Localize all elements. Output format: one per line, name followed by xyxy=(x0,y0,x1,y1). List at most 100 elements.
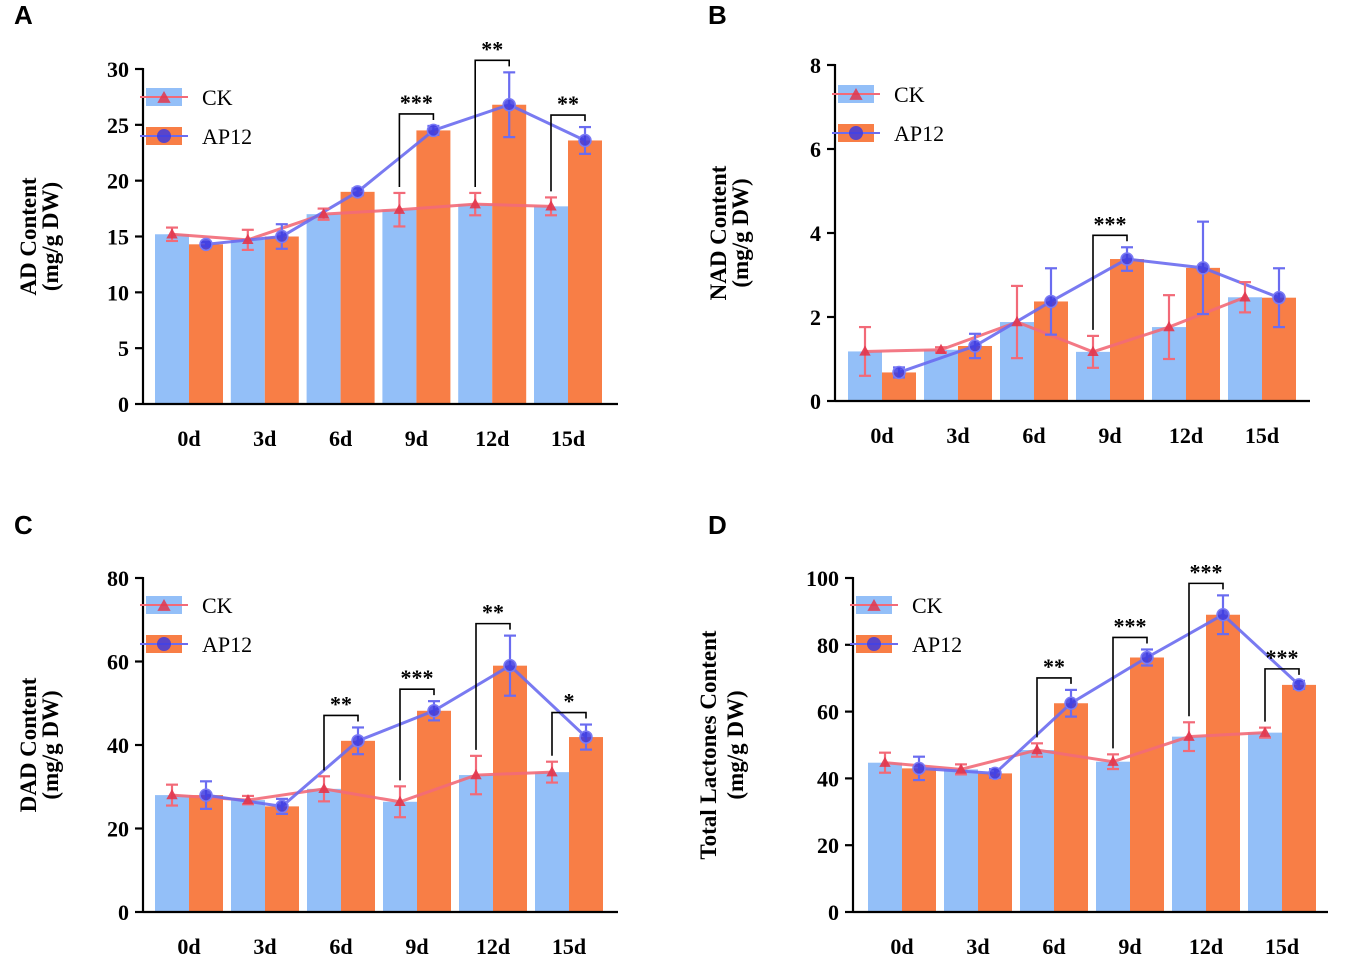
significance-bracket-6d xyxy=(1036,677,1072,738)
bar-ap12-12d xyxy=(1206,614,1240,912)
y-tick-label: 0 xyxy=(810,389,821,414)
marker-ck-6d xyxy=(1031,744,1043,755)
y-tick-label: 30 xyxy=(107,57,129,82)
significance-bracket-9d xyxy=(1092,234,1128,330)
marker-ap12-15d xyxy=(1292,678,1306,692)
marker-ck-0d xyxy=(879,756,891,767)
bar-ap12-0d xyxy=(902,768,936,912)
bar-ck-3d xyxy=(231,800,265,912)
legend-label-ck: CK xyxy=(912,593,943,618)
panel-label: C xyxy=(14,510,33,540)
bar-ck-9d xyxy=(383,801,417,912)
y-axis-label-units: (mg/g DW) xyxy=(723,690,748,799)
significance-label: *** xyxy=(1094,211,1127,236)
marker-ap12-3d xyxy=(988,766,1002,781)
legend-label-ap12: AP12 xyxy=(202,124,252,149)
significance-label: *** xyxy=(1266,645,1299,670)
legend-label-ck: CK xyxy=(202,85,233,110)
y-axis-label-units: (mg/g DW) xyxy=(38,182,63,291)
bar-ap12-9d xyxy=(1110,259,1144,401)
bar-ck-6d xyxy=(307,788,341,912)
y-tick-label: 5 xyxy=(118,336,129,361)
bar-ck-15d xyxy=(1228,297,1262,401)
marker-ap12-0d xyxy=(912,761,926,776)
y-axis-label: Total Lactones Content xyxy=(696,630,721,859)
marker-ck-0d xyxy=(166,228,178,239)
x-tick-label: 6d xyxy=(1022,423,1045,448)
y-axis-label: AD Content xyxy=(16,177,41,296)
bar-ck-3d xyxy=(230,239,265,404)
x-tick-label: 15d xyxy=(551,426,585,451)
bar-ck-0d xyxy=(868,762,902,912)
line-ap12 xyxy=(898,257,1280,374)
bar-ap12-0d xyxy=(189,244,223,404)
bar-ck-6d xyxy=(306,214,341,404)
legend-marker-ap12 xyxy=(157,129,171,143)
legend-label-ck: CK xyxy=(894,82,925,107)
marker-ap12-12d xyxy=(503,658,517,673)
significance-bracket-9d xyxy=(399,688,435,781)
panel-label: D xyxy=(708,510,727,540)
marker-ck-0d xyxy=(859,345,871,356)
legend-marker-ck xyxy=(867,599,881,611)
x-tick-label: 3d xyxy=(966,934,989,955)
significance-label: ** xyxy=(330,691,352,716)
panel-label: A xyxy=(14,0,33,30)
marker-ck-12d xyxy=(1163,321,1175,332)
marker-ap12-9d xyxy=(427,704,441,718)
marker-ap12-0d xyxy=(199,788,213,802)
legend-marker-ck xyxy=(157,599,171,611)
marker-ap12-9d xyxy=(426,123,441,138)
bar-ck-12d xyxy=(458,204,493,404)
marker-ap12-12d xyxy=(502,97,516,112)
marker-ck-12d xyxy=(469,198,481,209)
marker-ap12-3d xyxy=(968,339,982,353)
marker-ck-3d xyxy=(242,233,254,245)
bar-ap12-0d xyxy=(189,795,223,912)
x-tick-label: 6d xyxy=(329,426,352,451)
x-tick-label: 12d xyxy=(1169,423,1203,448)
marker-ap12-9d xyxy=(1140,650,1154,665)
y-axis-label: NAD Content xyxy=(706,165,731,300)
y-tick-label: 20 xyxy=(107,169,129,194)
significance-label: *** xyxy=(401,665,434,690)
marker-ap12-6d xyxy=(1064,696,1078,710)
marker-ap12-6d xyxy=(350,185,365,199)
marker-ck-6d xyxy=(1011,316,1023,327)
y-tick-label: 100 xyxy=(806,566,839,591)
marker-ck-9d xyxy=(1107,755,1119,766)
x-tick-label: 3d xyxy=(253,426,276,451)
x-tick-label: 0d xyxy=(177,426,200,451)
marker-ck-12d xyxy=(470,769,482,780)
y-tick-label: 20 xyxy=(107,817,129,842)
marker-ap12-3d xyxy=(275,229,289,244)
legend-label-ck: CK xyxy=(202,593,233,618)
bar-ck-3d xyxy=(944,769,978,912)
bar-ck-15d xyxy=(534,206,568,404)
bar-ap12-6d xyxy=(340,191,375,404)
y-tick-label: 80 xyxy=(817,633,839,658)
significance-bracket-15d xyxy=(1264,668,1300,722)
bar-ck-12d xyxy=(459,775,493,912)
bar-ck-0d xyxy=(155,234,189,404)
bar-ap12-9d xyxy=(1130,657,1164,912)
marker-ck-9d xyxy=(393,203,406,214)
marker-ap12-6d xyxy=(1044,294,1058,309)
x-tick-label: 15d xyxy=(1265,934,1299,955)
x-tick-label: 9d xyxy=(405,426,428,451)
bar-ap12-3d xyxy=(264,236,299,404)
x-tick-label: 15d xyxy=(552,934,586,955)
marker-ck-15d xyxy=(546,766,558,777)
marker-ap12-15d xyxy=(1272,290,1286,305)
x-tick-label: 9d xyxy=(405,934,428,955)
marker-ap12-6d xyxy=(351,734,365,748)
significance-label: ** xyxy=(481,36,503,61)
significance-bracket-15d xyxy=(550,114,586,192)
bar-ap12-9d xyxy=(417,710,451,912)
x-tick-label: 0d xyxy=(177,934,200,955)
significance-bracket-12d xyxy=(475,622,511,750)
bar-ck-0d xyxy=(155,795,189,912)
y-tick-label: 25 xyxy=(107,113,129,138)
y-tick-label: 4 xyxy=(810,221,821,246)
y-tick-label: 0 xyxy=(118,392,129,417)
